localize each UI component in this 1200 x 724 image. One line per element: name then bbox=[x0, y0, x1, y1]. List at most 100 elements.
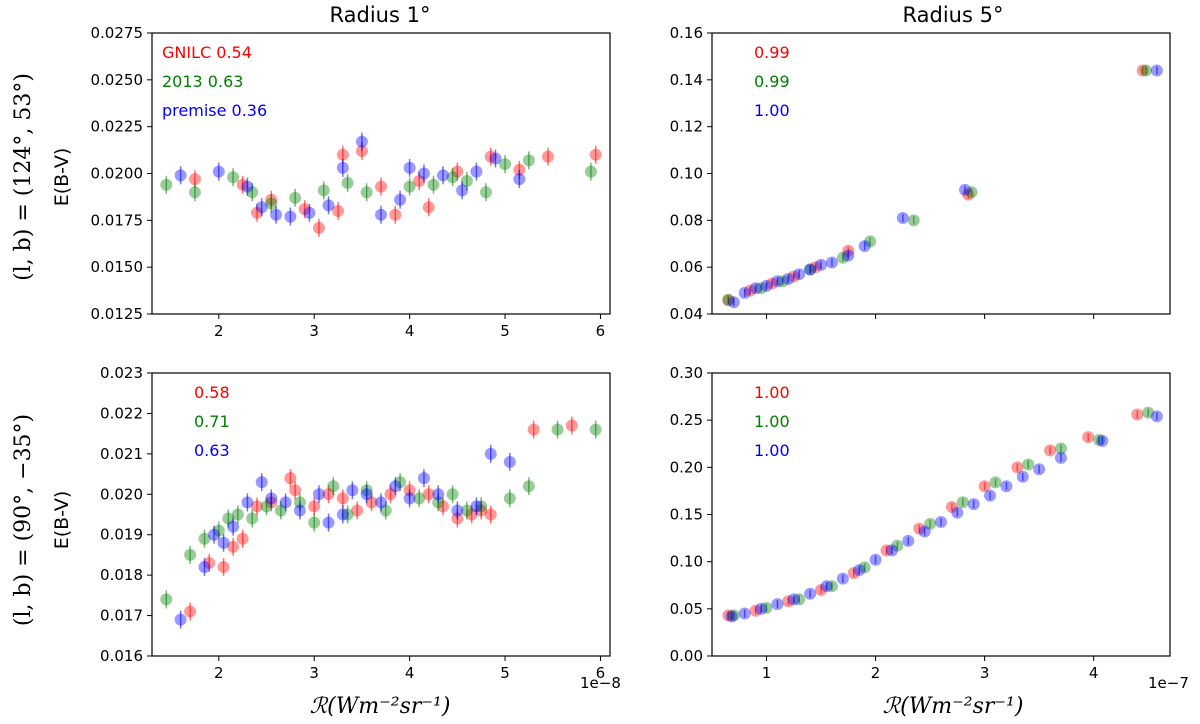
data-point bbox=[198, 561, 211, 574]
data-point bbox=[217, 536, 230, 549]
data-point bbox=[956, 496, 969, 509]
legend-entry: 0.99 bbox=[754, 72, 790, 91]
data-point bbox=[551, 423, 564, 436]
y-tick-label: 0.022 bbox=[100, 404, 143, 422]
data-point bbox=[484, 150, 497, 163]
data-point bbox=[951, 506, 964, 519]
data-point bbox=[351, 504, 364, 517]
y-tick-label: 0.20 bbox=[670, 458, 703, 476]
data-point bbox=[782, 272, 795, 285]
data-point bbox=[389, 208, 402, 221]
y-tick-label: 0.00 bbox=[670, 647, 703, 665]
data-point bbox=[793, 268, 806, 281]
x-tick-label: 3 bbox=[980, 664, 990, 682]
data-point bbox=[222, 512, 235, 525]
data-point bbox=[394, 476, 407, 489]
series-premise bbox=[725, 410, 1163, 623]
data-point bbox=[804, 587, 817, 600]
svg-text:(l, b) = (90°, −35°): (l, b) = (90°, −35°) bbox=[11, 414, 36, 626]
data-point bbox=[312, 221, 325, 234]
series-premise bbox=[174, 132, 526, 226]
x-tick-label: 2 bbox=[214, 664, 224, 682]
series-2013 bbox=[727, 406, 1155, 622]
x-tick-label: 4 bbox=[405, 664, 415, 682]
data-point bbox=[1054, 442, 1067, 455]
data-point bbox=[284, 472, 297, 485]
data-point bbox=[336, 508, 349, 521]
data-point bbox=[236, 178, 249, 191]
data-point bbox=[1000, 480, 1013, 493]
data-point bbox=[738, 286, 751, 299]
data-point bbox=[403, 180, 416, 193]
data-point bbox=[479, 186, 492, 199]
data-point bbox=[967, 498, 980, 511]
data-point bbox=[527, 423, 540, 436]
y-tick-label: 0.021 bbox=[100, 445, 143, 463]
y-tick-label: 0.10 bbox=[670, 165, 703, 183]
y-tick-label: 0.06 bbox=[670, 258, 703, 276]
series-premise bbox=[727, 64, 1163, 309]
y-tick-label: 0.0200 bbox=[91, 165, 144, 183]
data-point bbox=[584, 165, 597, 178]
data-point bbox=[475, 500, 488, 513]
data-point bbox=[203, 557, 216, 570]
data-point bbox=[279, 496, 292, 509]
data-point bbox=[913, 522, 926, 535]
row-label-top: (l, b) = (124°, 53°) bbox=[11, 73, 36, 281]
series-2013 bbox=[722, 64, 1153, 306]
y-tick-label: 0.0275 bbox=[91, 24, 144, 42]
data-point bbox=[303, 206, 316, 219]
data-point bbox=[432, 488, 445, 501]
data-point bbox=[513, 173, 526, 186]
data-point bbox=[589, 423, 602, 436]
data-point bbox=[332, 204, 345, 217]
x-tick-label: 3 bbox=[309, 664, 319, 682]
data-point bbox=[1011, 461, 1024, 474]
data-point bbox=[312, 488, 325, 501]
data-point bbox=[935, 516, 947, 529]
data-point bbox=[565, 419, 578, 432]
y-tick-label: 0.018 bbox=[100, 566, 143, 584]
data-point bbox=[427, 178, 440, 191]
ylabel-bottom: E(B-V) bbox=[51, 491, 73, 550]
data-point bbox=[308, 500, 321, 513]
data-point bbox=[902, 534, 915, 547]
data-point bbox=[384, 488, 397, 501]
data-point bbox=[212, 524, 225, 537]
data-point bbox=[771, 275, 784, 288]
data-point bbox=[793, 593, 806, 606]
data-point bbox=[853, 564, 866, 577]
data-point bbox=[365, 496, 378, 509]
panel-3: 0.016 0.017 0.018 0.019 0.020 0.021 0.022 0.023… bbox=[100, 364, 611, 682]
svg-text:E(B-V): E(B-V) bbox=[51, 148, 73, 207]
data-point bbox=[989, 476, 1002, 489]
data-point bbox=[842, 249, 855, 262]
data-point bbox=[308, 516, 321, 529]
panel-2: 0.04 0.06 0.08 0.10 0.12 0.14 0.16 0.99 0.99 1.00 bbox=[670, 24, 1171, 323]
data-point bbox=[355, 135, 368, 148]
data-point bbox=[842, 244, 855, 257]
xlabel-left: ℛ(Wm⁻²sr⁻¹) bbox=[310, 694, 451, 719]
data-point bbox=[864, 235, 877, 248]
data-point bbox=[241, 180, 254, 193]
data-point bbox=[322, 199, 335, 212]
series-GNILC bbox=[188, 142, 602, 237]
data-point bbox=[804, 263, 817, 276]
data-point bbox=[227, 171, 240, 184]
data-point bbox=[484, 447, 497, 460]
data-point bbox=[489, 152, 502, 165]
legend-entry: GNILC 0.54 bbox=[162, 43, 252, 62]
data-point bbox=[858, 240, 871, 253]
data-point bbox=[460, 504, 473, 517]
data-point bbox=[437, 169, 450, 182]
y-tick-label: 0.0250 bbox=[91, 71, 144, 89]
x-offset-left: 1e−8 bbox=[580, 674, 621, 692]
data-point bbox=[760, 279, 773, 292]
data-point bbox=[1096, 434, 1109, 447]
legend-entry: 0.99 bbox=[754, 43, 790, 62]
data-point bbox=[274, 504, 287, 517]
data-point bbox=[184, 605, 197, 618]
y-tick-label: 0.05 bbox=[670, 600, 703, 618]
data-point bbox=[160, 178, 173, 191]
